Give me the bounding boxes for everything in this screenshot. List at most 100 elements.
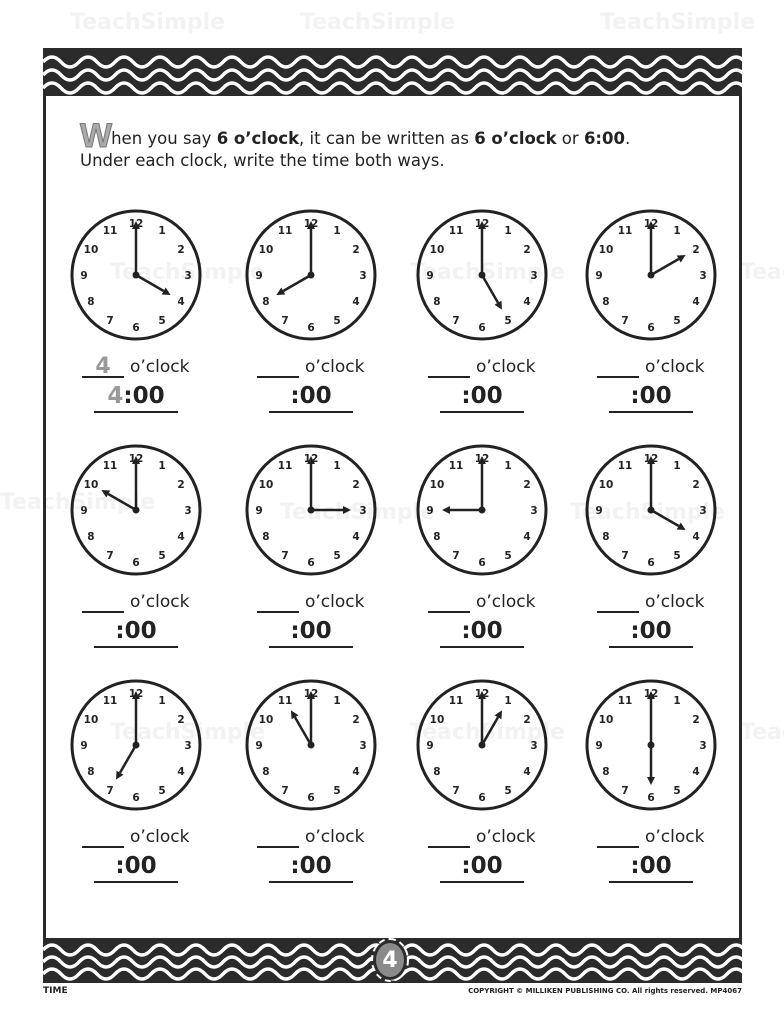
instructions: When you say 6 o’clock, it can be writte… [79, 119, 631, 172]
wave-line [43, 68, 742, 82]
oclock-row: o’clock [241, 357, 391, 379]
digital-time-blank[interactable]: :00 [440, 851, 524, 883]
hour-blank[interactable] [597, 846, 639, 848]
oclock-label: o’clock [305, 592, 365, 612]
clock-number: 6 [307, 322, 314, 334]
clock-center [478, 506, 486, 514]
oclock-row: o’clock [412, 357, 562, 379]
minute-hand-arrow [478, 221, 486, 229]
digital-time-blank[interactable]: :00 [440, 381, 524, 413]
clock-face: 121234567891011 [416, 679, 548, 811]
clock-number: 1 [333, 695, 340, 707]
hour-blank[interactable] [82, 376, 124, 378]
clock-number: 1 [158, 225, 165, 237]
example-hour-digital: 4 [107, 383, 124, 409]
oclock-label: o’clock [476, 827, 536, 847]
clock-face: 121234567891011 [70, 679, 202, 811]
clock-number: 9 [426, 740, 433, 752]
clock-number: 5 [504, 785, 511, 797]
clock-number: 9 [80, 740, 87, 752]
hour-hand [293, 716, 313, 746]
clock-number: 4 [692, 531, 699, 543]
digital-time-blank[interactable]: :00 [269, 851, 353, 883]
text: . [624, 129, 631, 148]
oclock-label: o’clock [130, 827, 190, 847]
digital-time-blank[interactable]: :00 [440, 616, 524, 648]
clock-number: 5 [158, 550, 165, 562]
digital-time-blank[interactable]: :00 [609, 381, 693, 413]
hour-blank[interactable] [82, 611, 124, 613]
clock-number: 10 [259, 479, 274, 491]
hour-blank[interactable] [82, 846, 124, 848]
digital-time-blank[interactable]: 4:00 [94, 381, 178, 413]
clock-number: 10 [599, 244, 614, 256]
watermark: TeachSimple [740, 260, 784, 285]
hour-hand-arrow [161, 287, 171, 295]
text: 6:00 [583, 129, 625, 148]
hour-hand-arrow [442, 506, 450, 514]
clock-number: 3 [359, 270, 366, 282]
oclock-label: o’clock [645, 827, 705, 847]
clock-number: 2 [352, 479, 359, 491]
digital-time-blank[interactable]: :00 [609, 616, 693, 648]
digital-time-blank[interactable]: :00 [609, 851, 693, 883]
digital-time-blank[interactable]: :00 [94, 616, 178, 648]
oclock-label: o’clock [130, 592, 190, 612]
clock-number: 2 [177, 714, 184, 726]
clock-number: 3 [699, 740, 706, 752]
hour-hand-arrow [101, 490, 111, 498]
hour-blank[interactable] [428, 376, 470, 378]
hour-blank[interactable] [257, 611, 299, 613]
clock-number: 1 [504, 460, 511, 472]
hour-blank[interactable] [597, 611, 639, 613]
clock-number: 10 [599, 479, 614, 491]
clock-number: 3 [184, 740, 191, 752]
clock-center [478, 271, 486, 279]
minute-hand-arrow [307, 456, 315, 464]
clock-number: 10 [599, 714, 614, 726]
digital-time-blank[interactable]: :00 [269, 616, 353, 648]
hour-blank[interactable] [597, 376, 639, 378]
page-number: 4 [371, 938, 409, 982]
clock-number: 9 [255, 505, 262, 517]
clock-number: 2 [352, 714, 359, 726]
watermark: TeachSimple [600, 10, 756, 35]
clock-number: 1 [673, 460, 680, 472]
minute-hand-arrow [132, 221, 140, 229]
clock-face: 121234567891011 [585, 209, 717, 341]
clock-number: 3 [184, 505, 191, 517]
minute-hand-arrow [307, 691, 315, 699]
clock-number: 6 [132, 792, 139, 804]
minute-hand-arrow [478, 456, 486, 464]
minute-hand-arrow [647, 221, 655, 229]
clock-number: 6 [307, 792, 314, 804]
clock-number: 5 [504, 550, 511, 562]
clock-center [307, 741, 315, 749]
oclock-label: o’clock [645, 592, 705, 612]
oclock-row: o’clock [66, 592, 216, 614]
watermark: TeachSimple [740, 720, 784, 745]
clock-number: 7 [621, 315, 628, 327]
clock-number: 2 [177, 244, 184, 256]
hour-blank[interactable] [257, 376, 299, 378]
clock-number: 7 [106, 785, 113, 797]
hour-blank[interactable] [428, 611, 470, 613]
clock-number: 9 [595, 505, 602, 517]
digital-time-blank[interactable]: :00 [269, 381, 353, 413]
hour-blank[interactable] [428, 846, 470, 848]
hour-blank[interactable] [257, 846, 299, 848]
hour-hand-arrow [291, 710, 299, 720]
minute-hand-arrow [647, 691, 655, 699]
clock-number: 3 [530, 270, 537, 282]
digital-time-blank[interactable]: :00 [94, 851, 178, 883]
clock-number: 10 [430, 479, 445, 491]
clock-face: 121234567891011 [416, 444, 548, 576]
clock-face: 121234567891011 [70, 209, 202, 341]
minute-hand-arrow [478, 691, 486, 699]
hour-hand [118, 744, 138, 774]
clock-number: 11 [618, 695, 633, 707]
minute-hand-arrow [132, 691, 140, 699]
hour-hand [650, 257, 680, 277]
clock-number: 5 [673, 550, 680, 562]
clock-number: 2 [177, 479, 184, 491]
